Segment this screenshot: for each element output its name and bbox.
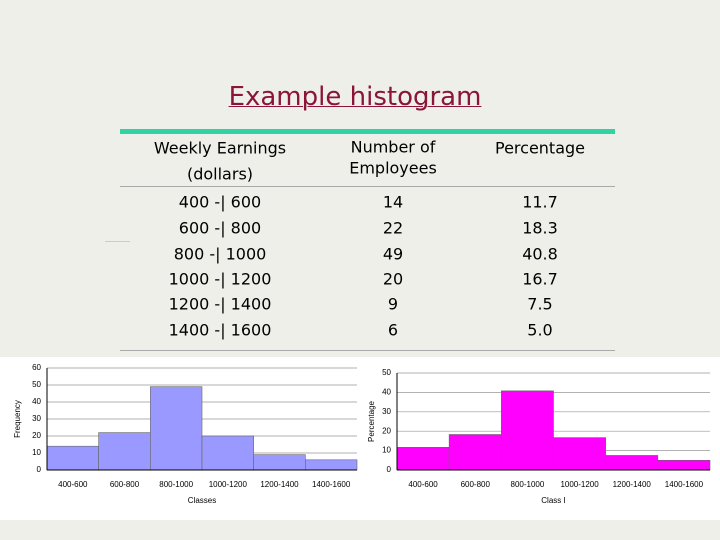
x-tick-label: 1400-1600 [665, 480, 704, 489]
x-tick-label: 600-800 [110, 480, 140, 489]
y-tick-label: 30 [382, 407, 391, 416]
bar [553, 437, 606, 471]
y-tick-label: 40 [382, 388, 391, 397]
x-tick-label: 1400-1600 [312, 480, 351, 489]
bar [501, 390, 554, 471]
arrow [105, 241, 130, 242]
x-tick-label: 400-600 [58, 480, 88, 489]
table-cell: 9 [387, 294, 399, 314]
table-cell: 20 [382, 269, 404, 289]
bar [150, 386, 203, 471]
y-tick-label: 20 [32, 431, 41, 440]
bottom-rule [120, 350, 615, 351]
x-tick-label: 1200-1400 [613, 480, 652, 489]
bar [46, 445, 99, 471]
chart: 0 10 20 30 40 50 400-600 600-800 800-1000 1000-12… [360, 357, 720, 520]
x-tick-label: 1000-1200 [209, 480, 248, 489]
slide-title: Example histogram [228, 82, 482, 112]
y-tick-label: 10 [382, 446, 391, 455]
y-tick-label: 10 [32, 448, 41, 457]
table-cell: 16.7 [522, 269, 558, 289]
y-axis-label: Frequency [13, 400, 22, 438]
bar [605, 455, 659, 471]
x-axis-label: Class I [541, 496, 565, 505]
x-tick-label: 800-1000 [511, 480, 545, 489]
x-tick-label: 1000-1200 [560, 480, 599, 489]
table-cell: 400 -| 600 [178, 192, 262, 212]
y-tick-label: 0 [37, 465, 42, 474]
y-tick-label: 20 [382, 426, 391, 435]
x-tick-label: 400-600 [408, 480, 438, 489]
bar [98, 432, 151, 471]
x-tick-label: 600-800 [461, 480, 491, 489]
x-tick-label: 1200-1400 [260, 480, 299, 489]
table-cell: 1200 -| 1400 [168, 294, 272, 314]
bar [253, 454, 306, 471]
table-cell: 5.0 [527, 320, 553, 340]
table-cell: 6 [387, 320, 399, 340]
table-cell: 1000 -| 1200 [168, 269, 272, 289]
bar [657, 460, 711, 471]
table-cell: 14 [382, 192, 404, 212]
chart: 0 10 20 30 40 50 60 400-600 600-800 800-1000 1000-… [0, 357, 360, 520]
header-rule [120, 186, 615, 187]
y-tick-label: 50 [382, 368, 391, 377]
header-cell: (dollars) [186, 164, 254, 184]
table-cell: 11.7 [522, 192, 558, 212]
y-tick-label: 30 [32, 414, 41, 423]
x-axis-label: Classes [188, 496, 216, 505]
table-cell: 800 -| 1000 [173, 244, 267, 264]
bar [305, 459, 358, 471]
y-tick-label: 50 [32, 380, 41, 389]
header-cell: Employees [349, 158, 437, 178]
bar [448, 434, 502, 471]
x-tick-label: 800-1000 [159, 480, 193, 489]
table-cell: 7.5 [527, 294, 553, 314]
table-cell: 22 [382, 218, 404, 238]
header-cell: Number of [350, 137, 436, 157]
y-tick-label: 60 [32, 363, 41, 372]
top-rule [120, 129, 615, 134]
table-cell: 49 [382, 244, 404, 264]
y-tick-label: 40 [32, 397, 41, 406]
y-axis-label: Percentage [367, 400, 376, 441]
table-cell: 1400 -| 1600 [168, 320, 272, 340]
header-cell: Weekly Earnings [153, 138, 287, 158]
y-tick-label: 0 [387, 465, 392, 474]
bar [396, 447, 450, 471]
table-cell: 600 -| 800 [178, 218, 262, 238]
table-cell: 40.8 [522, 244, 558, 264]
table-cell: 18.3 [522, 218, 558, 238]
header-cell: Percentage [494, 138, 586, 158]
bar [201, 435, 254, 471]
